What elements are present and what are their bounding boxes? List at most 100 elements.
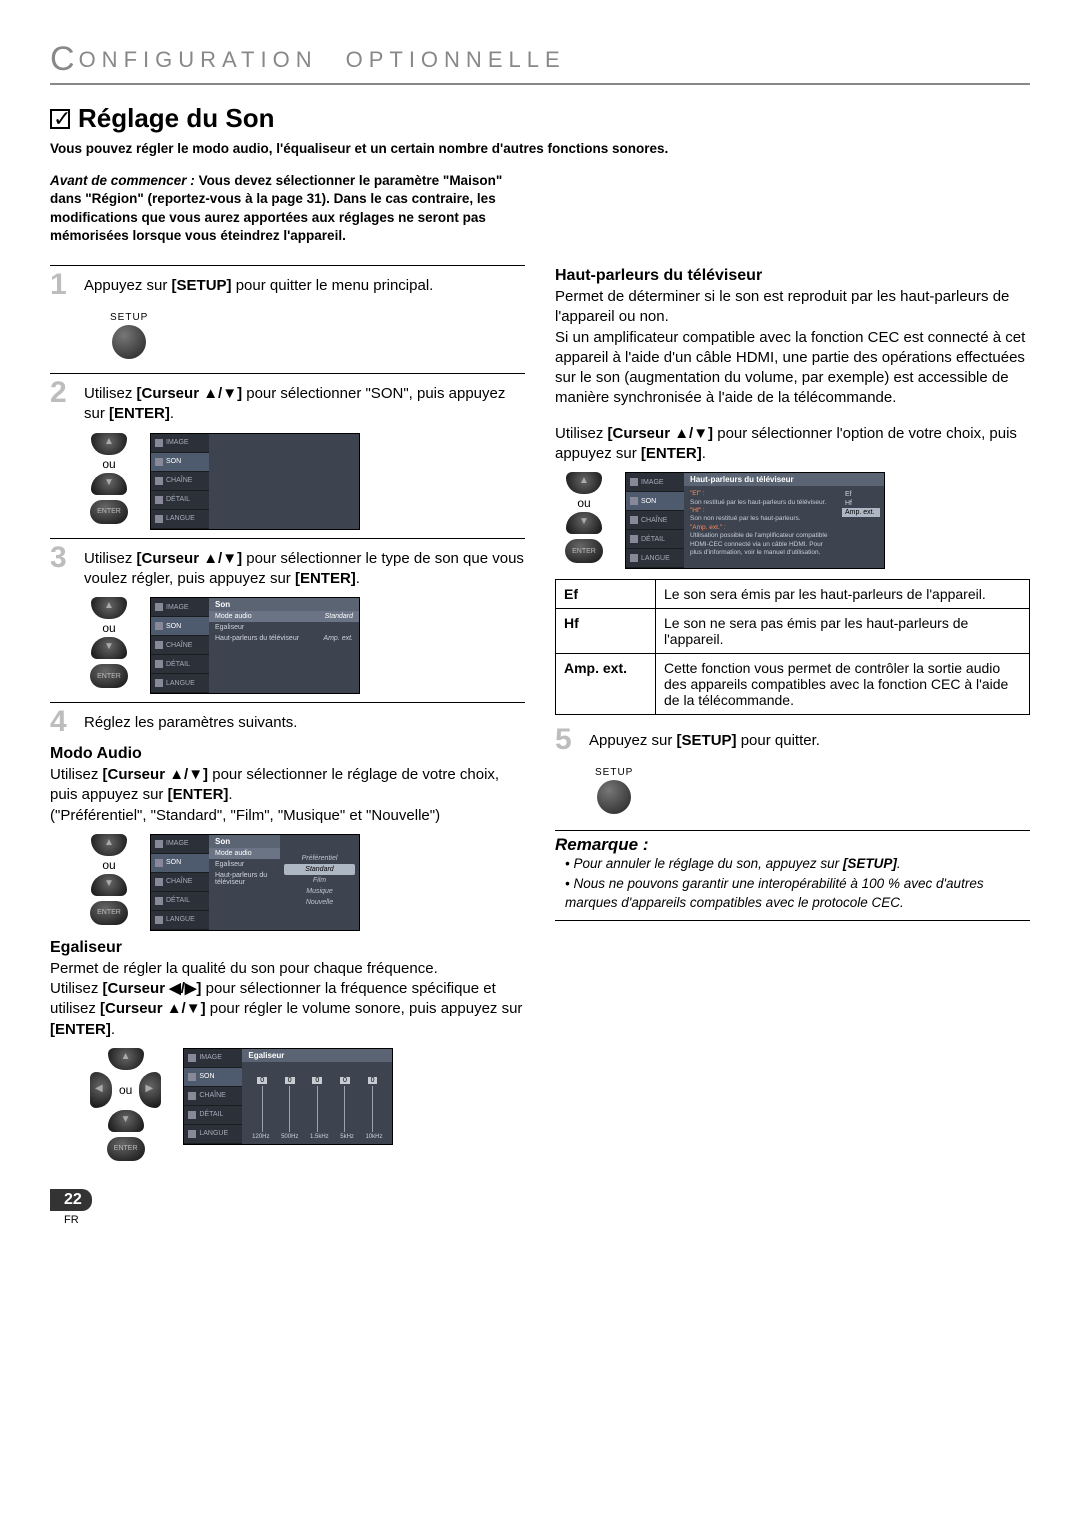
osd-menu-eq: IMAGE SON CHAÎNE DÉTAIL LANGUE (184, 1049, 242, 1144)
enter-button-icon: ENTER (565, 539, 603, 563)
cursor-up-icon (108, 1048, 144, 1070)
dpad-block-hp: ou ENTER IMAGE SON CHAÎNE DÉTAIL LANGUE (565, 472, 1030, 569)
intro-2-label: Avant de commencer : (50, 173, 195, 188)
eq-bars: 0 0 0 0 0 (242, 1062, 392, 1132)
ou-label: ou (98, 457, 119, 471)
osd-menu-modo: IMAGE SON CHAÎNE DÉTAIL LANGUE (151, 835, 209, 930)
osd-modo-title: Son (209, 835, 280, 848)
dpad-4way: ou ENTER (90, 1048, 161, 1161)
hp-heading: Haut-parleurs du téléviseur (555, 267, 1030, 285)
step-4: 4 Réglez les paramètres suivants. (50, 707, 525, 737)
step-2: 2 Utilisez [Curseur ▲/▼] pour sélectionn… (50, 378, 525, 425)
cursor-up-icon (91, 834, 127, 856)
page-lang: FR (64, 1214, 79, 1226)
step-2-num: 2 (50, 378, 76, 425)
cursor-right-icon (139, 1072, 161, 1108)
section-title: Réglage du Son (50, 103, 1030, 134)
remark-note-2: Nous ne pouvons garantir une interopérab… (565, 875, 1030, 911)
osd-eq: IMAGE SON CHAÎNE DÉTAIL LANGUE Egaliseur… (183, 1048, 393, 1145)
intro-1: Vous pouvez régler le modo audio, l'équa… (50, 140, 1030, 158)
enter-button-icon: ENTER (90, 901, 128, 925)
step-1: 1 Appuyez sur [SETUP] pour quitter le me… (50, 270, 525, 300)
osd-hp-info: Haut-parleurs du téléviseur "Ef" : Son r… (684, 473, 884, 568)
ou-label: ou (115, 1083, 136, 1097)
table-row: HfLe son ne sera pas émis par les haut-p… (556, 609, 1030, 654)
intro-2: Avant de commencer : Vous devez sélectio… (50, 172, 530, 245)
cursor-up-icon (91, 433, 127, 455)
cursor-down-icon (91, 874, 127, 896)
osd-content-empty (209, 434, 359, 529)
osd-modo: IMAGE SON CHAÎNE DÉTAIL LANGUE Son Mode … (150, 834, 360, 931)
header-rest: ONFIGURATION OPTIONNELLE (79, 47, 566, 73)
step-4-num: 4 (50, 707, 76, 737)
step-5-text: Appuyez sur [SETUP] pour quitter. (589, 725, 820, 755)
step-1-num: 1 (50, 270, 76, 300)
cursor-up-icon (91, 597, 127, 619)
dpad-block-2: ou ENTER IMAGE SON CHAÎNE DÉTAIL LANGUE (90, 433, 525, 530)
ou-label: ou (573, 496, 594, 510)
remark-heading: Remarque : (555, 830, 1030, 855)
osd-menu-step2: IMAGE SON CHAÎNE DÉTAIL LANGUE (151, 434, 209, 529)
egaliseur-heading: Egaliseur (50, 939, 525, 957)
two-column-layout: 1 Appuyez sur [SETUP] pour quitter le me… (50, 259, 1030, 1169)
step-3-num: 3 (50, 543, 76, 590)
osd-hp: IMAGE SON CHAÎNE DÉTAIL LANGUE Haut-parl… (625, 472, 885, 569)
page-number: 22 (50, 1189, 92, 1211)
osd-modo-opts: Préférentiel Standard Film Musique Nouve… (280, 835, 359, 930)
remark-list: Pour annuler le réglage du son, appuyez … (555, 855, 1030, 921)
setup-label: SETUP (110, 312, 148, 323)
osd-hp-opts: Ef Hf Amp. ext. (838, 486, 884, 562)
dpad-updown-modo: ou ENTER (90, 834, 128, 925)
modo-p2: ("Préférentiel", "Standard", "Film", "Mu… (50, 806, 525, 826)
osd-step3: IMAGE SON CHAÎNE DÉTAIL LANGUE Son Mode … (150, 597, 360, 694)
enter-button-icon: ENTER (107, 1137, 145, 1161)
setup-button-icon (597, 780, 631, 814)
remote-setup-1: SETUP (110, 312, 148, 361)
cursor-down-icon (108, 1110, 144, 1132)
page-header: C ONFIGURATION OPTIONNELLE (50, 40, 1030, 85)
dpad-updown-hp: ou ENTER (565, 472, 603, 563)
modo-audio-heading: Modo Audio (50, 745, 525, 763)
dpad-updown: ou ENTER (90, 433, 128, 524)
enter-button-icon: ENTER (90, 500, 128, 524)
check-icon (50, 109, 70, 129)
setup-button-icon (112, 325, 146, 359)
step-4-text: Réglez les paramètres suivants. (84, 707, 297, 737)
cursor-up-icon (566, 472, 602, 494)
osd-hp-text: "Ef" : Son restitué par les haut-parleur… (684, 486, 838, 562)
step-3: 3 Utilisez [Curseur ▲/▼] pour sélectionn… (50, 543, 525, 590)
header-big-c: C (50, 40, 77, 79)
dpad-updown-3: ou ENTER (90, 597, 128, 688)
right-column: Haut-parleurs du téléviseur Permet de dé… (555, 259, 1030, 1169)
osd-eq-panel: Egaliseur 0 0 0 0 0 120Hz 500Hz 1.5kHz (242, 1049, 392, 1144)
ou-label: ou (98, 621, 119, 635)
title-text: Réglage du Son (78, 103, 274, 134)
osd-hp-title: Haut-parleurs du téléviseur (684, 473, 884, 486)
osd-step2: IMAGE SON CHAÎNE DÉTAIL LANGUE (150, 433, 360, 530)
dpad-block-eq: ou ENTER IMAGE SON CHAÎNE DÉTAIL LANGUE (90, 1048, 525, 1161)
step-3-text: Utilisez [Curseur ▲/▼] pour sélectionner… (84, 543, 525, 590)
osd-eq-title: Egaliseur (242, 1049, 392, 1062)
dpad-block-modo: ou ENTER IMAGE SON CHAÎNE DÉTAIL LANGUE (90, 834, 525, 931)
osd-modo-rows: Son Mode audio Egaliseur Haut-parleurs d… (209, 835, 280, 930)
cursor-down-icon (91, 473, 127, 495)
osd-menu-hp: IMAGE SON CHAÎNE DÉTAIL LANGUE (626, 473, 684, 568)
cursor-down-icon (91, 637, 127, 659)
step-2-text: Utilisez [Curseur ▲/▼] pour sélectionner… (84, 378, 525, 425)
setup-label: SETUP (595, 767, 633, 778)
enter-button-icon: ENTER (90, 664, 128, 688)
hp-p3: Utilisez [Curseur ▲/▼] pour sélectionner… (555, 424, 1030, 465)
step-1-text: Appuyez sur [SETUP] pour quitter le menu… (84, 270, 433, 300)
osd-son-title: Son (209, 598, 359, 611)
remark-note-1: Pour annuler le réglage du son, appuyez … (565, 855, 1030, 873)
ou-label: ou (98, 858, 119, 872)
modo-p1: Utilisez [Curseur ▲/▼] pour sélectionner… (50, 765, 525, 806)
step-5-num: 5 (555, 725, 581, 755)
speaker-modes-table: EfLe son sera émis par les haut-parleurs… (555, 579, 1030, 715)
osd-menu-step3: IMAGE SON CHAÎNE DÉTAIL LANGUE (151, 598, 209, 693)
table-row: Amp. ext.Cette fonction vous permet de c… (556, 654, 1030, 715)
page-footer: 22 FR (50, 1169, 1030, 1226)
egal-p1: Permet de régler la qualité du son pour … (50, 959, 525, 979)
left-column: 1 Appuyez sur [SETUP] pour quitter le me… (50, 259, 525, 1169)
step-5: 5 Appuyez sur [SETUP] pour quitter. (555, 725, 1030, 755)
